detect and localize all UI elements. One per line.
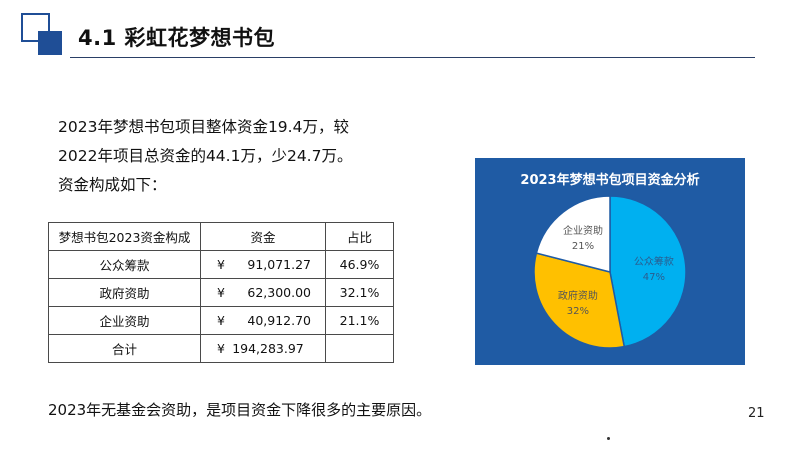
row-name: 政府资助 <box>48 278 201 307</box>
row-amount: ¥62,300.00 <box>200 278 326 307</box>
funding-table: 梦想书包2023资金构成 资金 占比 公众筹款 ¥91,071.27 46.9%… <box>48 222 394 363</box>
total-share <box>325 334 394 363</box>
total-amount-value: 194,283.97 <box>232 341 304 356</box>
amount-value: 62,300.00 <box>247 285 311 300</box>
amount-value: 40,912.70 <box>247 313 311 328</box>
title-divider <box>70 57 755 58</box>
pie-label-value: 47% <box>643 272 665 283</box>
page-number: 21 <box>748 406 765 421</box>
slide-title: 4.1 彩虹花梦想书包 <box>78 26 276 50</box>
stray-dot <box>607 437 610 440</box>
table-row: 政府资助 ¥62,300.00 32.1% <box>48 278 394 307</box>
row-share: 46.9% <box>325 250 394 279</box>
title-decoration-filled-square <box>38 31 62 55</box>
title-decoration-outline-square <box>21 13 50 42</box>
chart-title: 2023年梦想书包项目资金分析 <box>520 172 699 188</box>
intro-line-3: 资金构成如下： <box>58 176 167 194</box>
row-amount: ¥40,912.70 <box>200 306 326 335</box>
intro-line-2: 2022年项目总资金的44.1万，少24.7万。 <box>58 147 353 165</box>
pie-slice-government-funding <box>533 252 626 349</box>
currency-symbol: ¥ <box>217 285 225 300</box>
amount-value: 91,071.27 <box>247 257 311 272</box>
table-row: 公众筹款 ¥91,071.27 46.9% <box>48 250 394 279</box>
row-share: 21.1% <box>325 306 394 335</box>
pie-slice-public-fundraising <box>609 195 687 348</box>
table-total-row: 合计 ¥194,283.97 <box>48 334 394 363</box>
pie-chart-panel: 2023年梦想书包项目资金分析 公众筹款 47% 政府资助 32% 企业资助 21% <box>475 158 745 365</box>
pie-label-category: 公众筹款 <box>634 255 674 268</box>
pie-label-value: 32% <box>567 306 589 317</box>
total-amount: ¥194,283.97 <box>200 334 326 363</box>
table-header-composition: 梦想书包2023资金构成 <box>48 222 201 251</box>
row-name: 公众筹款 <box>48 250 201 279</box>
row-name: 企业资助 <box>48 306 201 335</box>
table-header-share: 占比 <box>325 222 394 251</box>
table-row: 企业资助 ¥40,912.70 21.1% <box>48 306 394 335</box>
pie-label-value: 21% <box>572 241 594 252</box>
pie-label-category: 政府资助 <box>558 289 598 302</box>
currency-symbol: ¥ <box>217 341 225 356</box>
pie-slice-corporate-funding <box>535 195 611 273</box>
currency-symbol: ¥ <box>217 313 225 328</box>
intro-paragraph: 2023年梦想书包项目整体资金19.4万，较 2022年项目总资金的44.1万，… <box>58 113 388 200</box>
table-header-amount: 资金 <box>200 222 326 251</box>
row-share: 32.1% <box>325 278 394 307</box>
pie-label-category: 企业资助 <box>563 224 603 237</box>
intro-line-1: 2023年梦想书包项目整体资金19.4万，较 <box>58 118 349 136</box>
pie-chart: 2023年梦想书包项目资金分析 公众筹款 47% 政府资助 32% 企业资助 21% <box>520 172 700 349</box>
total-label: 合计 <box>48 334 201 363</box>
row-amount: ¥91,071.27 <box>200 250 326 279</box>
currency-symbol: ¥ <box>217 257 225 272</box>
table-header-row: 梦想书包2023资金构成 资金 占比 <box>48 222 394 251</box>
conclusion-text: 2023年无基金会资助，是项目资金下降很多的主要原因。 <box>48 401 432 419</box>
